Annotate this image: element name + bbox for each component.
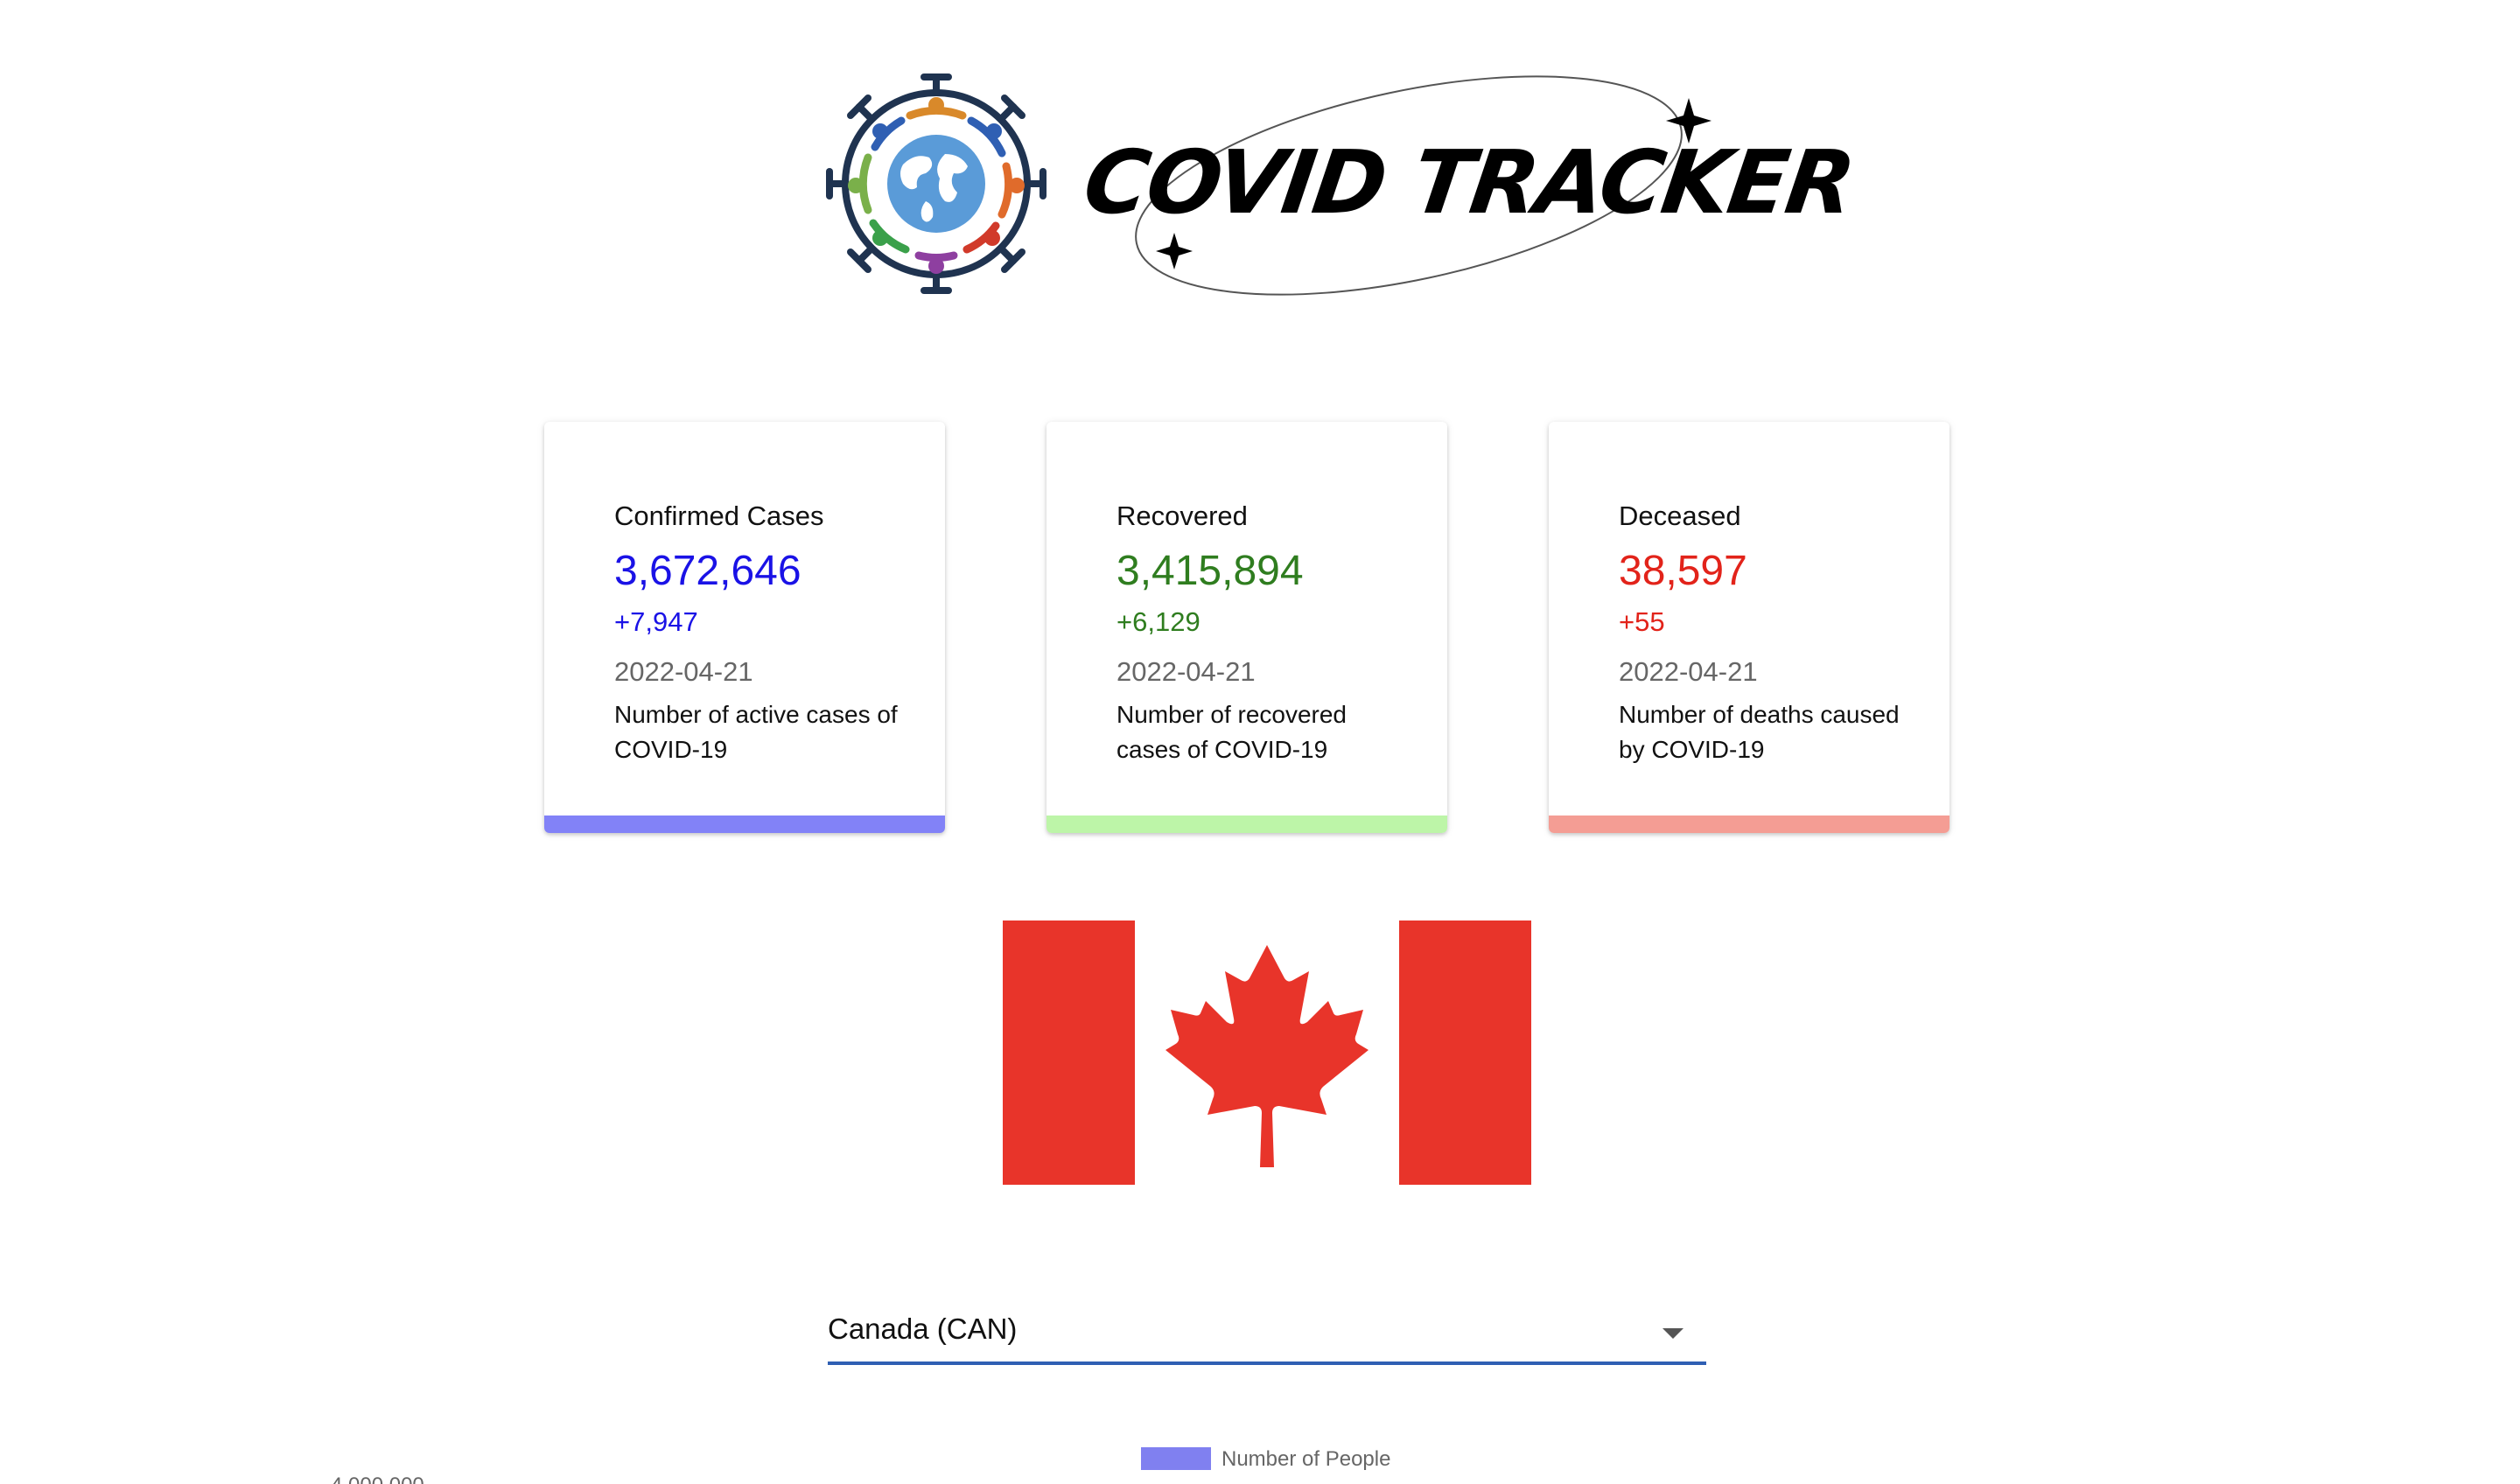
card-value: 3,415,894: [1116, 548, 1304, 594]
card-date: 2022-04-21: [1116, 656, 1256, 687]
card-delta: +7,947: [614, 606, 698, 637]
confirmed-cases-card: Confirmed Cases 3,672,646 +7,947 2022-04…: [544, 422, 945, 833]
card-label: Deceased: [1619, 500, 1741, 531]
virus-globe-icon: [826, 74, 1046, 294]
app-header: COVID TRACKER: [822, 70, 1859, 315]
legend-swatch[interactable]: [1141, 1447, 1211, 1470]
y-tick-label: 4,000,000: [331, 1474, 424, 1484]
card-accent-bar: [1046, 816, 1447, 833]
title-wrap: COVID TRACKER: [1078, 70, 1859, 315]
legend-label: Number of People: [1222, 1447, 1391, 1471]
sparkle-icon: [1156, 233, 1193, 270]
cases-chart: Number of People 4,000,000: [0, 1435, 2520, 1484]
recovered-card: Recovered 3,415,894 +6,129 2022-04-21 Nu…: [1046, 422, 1447, 833]
card-value: 38,597: [1619, 548, 1747, 594]
card-value: 3,672,646: [614, 548, 802, 594]
card-label: Recovered: [1116, 500, 1248, 531]
card-date: 2022-04-21: [614, 656, 753, 687]
card-description: Number of recovered cases of COVID-19: [1116, 701, 1348, 763]
card-description: Number of deaths caused by COVID-19: [1619, 701, 1900, 763]
card-delta: +55: [1619, 606, 1665, 637]
card-label: Confirmed Cases: [614, 500, 824, 531]
chevron-down-icon[interactable]: [1662, 1328, 1684, 1339]
canada-flag-icon: [1003, 920, 1531, 1185]
deceased-card: Deceased 38,597 +55 2022-04-21 Number of…: [1549, 422, 1950, 833]
app-title: COVID TRACKER: [1077, 131, 1860, 234]
card-accent-bar: [544, 816, 945, 833]
stat-cards: Confirmed Cases 3,672,646 +7,947 2022-04…: [544, 422, 1950, 835]
card-accent-bar: [1549, 816, 1950, 833]
card-date: 2022-04-21: [1619, 656, 1758, 687]
card-delta: +6,129: [1116, 606, 1200, 637]
country-select-value: Canada (CAN): [828, 1312, 1018, 1345]
card-description: Number of active cases of COVID-19: [614, 701, 898, 763]
country-select[interactable]: Canada (CAN): [828, 1304, 1706, 1365]
